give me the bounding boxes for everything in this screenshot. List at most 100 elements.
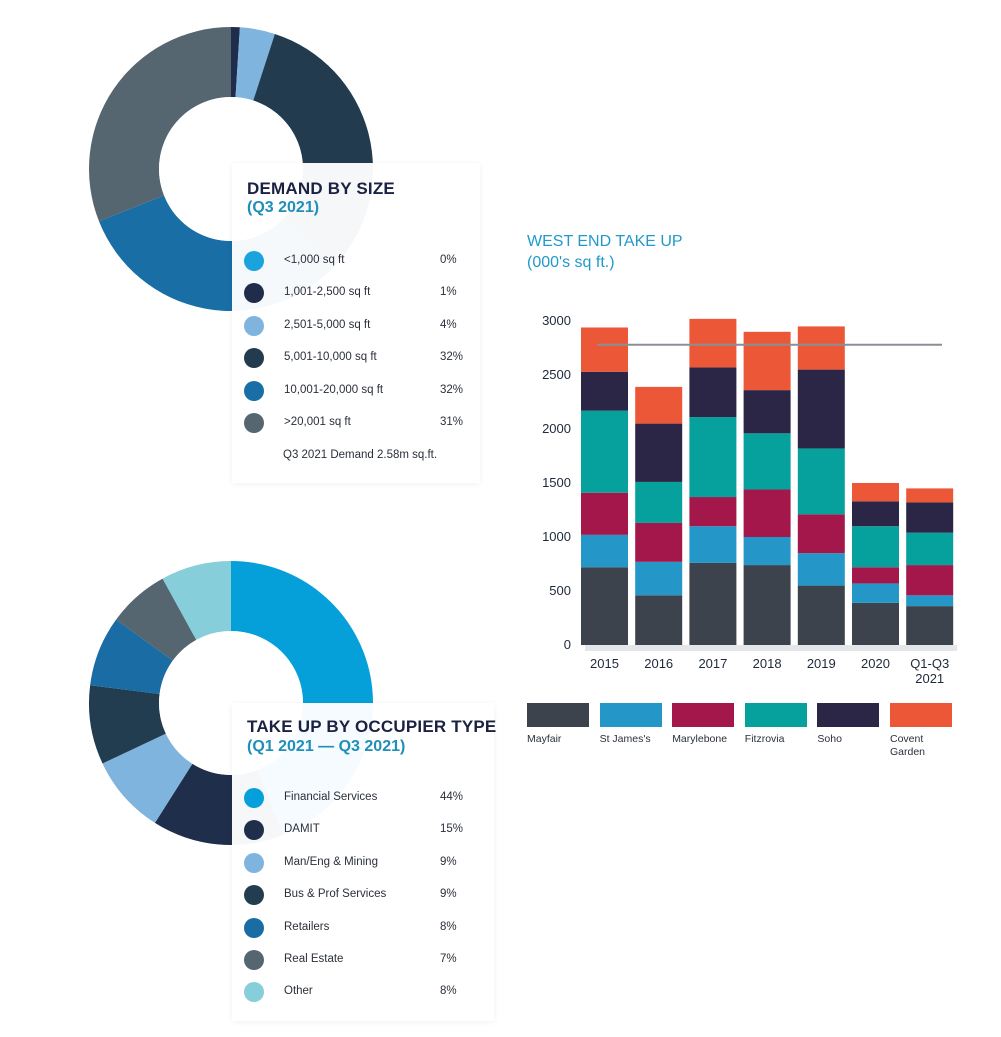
demand-legend-item: >20,001 sq ft 31% xyxy=(244,412,484,445)
bar-segment-marylebone xyxy=(852,567,899,584)
y-tick-label: 2000 xyxy=(542,421,571,436)
y-tick-label: 1000 xyxy=(542,529,571,544)
bar-segment-soho xyxy=(635,423,683,482)
west-end-title: WEST END TAKE UP (000's sq ft.) xyxy=(527,231,683,273)
take-up-panel xyxy=(232,703,494,1021)
legend-swatch xyxy=(672,703,735,727)
occupier-legend-item: Retailers 8% xyxy=(244,917,484,950)
demand-legend-swatch xyxy=(244,251,264,271)
demand-legend-label: 5,001-10,000 sq ft xyxy=(284,351,377,364)
demand-by-size-subtitle: (Q3 2021) xyxy=(247,199,320,216)
demand-legend-value: 4% xyxy=(440,318,457,331)
demand-legend-label: <1,000 sq ft xyxy=(284,254,345,266)
occupier-legend-item: Other 8% xyxy=(244,982,484,1014)
occupier-legend-swatch xyxy=(244,917,264,938)
demand-slice-1-001-2-500-sq-ft xyxy=(231,27,240,98)
occupier-legend-label: Financial Services xyxy=(284,791,378,803)
bar-segment-st-james-s xyxy=(743,537,791,566)
x-tick-label: Q1-Q3 xyxy=(910,656,949,671)
occupier-legend-label: Bus & Prof Services xyxy=(284,888,387,901)
west-end-title-line2: (000's sq ft.) xyxy=(527,254,615,271)
legend-item-st-james-s: St James's xyxy=(599,703,666,746)
legend-item-marylebone: Marylebone xyxy=(672,703,738,746)
y-tick-label: 3000 xyxy=(542,313,571,328)
bar-segment-marylebone xyxy=(689,497,737,527)
occupier-legend-swatch xyxy=(244,885,264,906)
demand-legend-swatch xyxy=(244,412,264,433)
bar-segment-fitzrovia xyxy=(743,433,791,490)
y-tick-label: 2500 xyxy=(542,367,571,382)
legend-swatch xyxy=(890,703,952,727)
take-up-title: TAKE UP BY OCCUPIER TYPE xyxy=(247,717,497,736)
legend-swatch xyxy=(817,703,880,727)
occupier-legend-value: 8% xyxy=(440,920,457,933)
occupier-slice-bus-prof-services xyxy=(88,685,166,764)
bar-segment-st-james-s xyxy=(635,561,683,596)
bar-segment-marylebone xyxy=(797,514,845,554)
bar-segment-mayfair xyxy=(852,602,899,645)
x-tick-label: 2020 xyxy=(861,656,890,671)
occupier-legend-swatch xyxy=(244,820,264,841)
occupier-legend-value: 9% xyxy=(440,888,457,901)
demand-legend-label: 2,501-5,000 sq ft xyxy=(284,318,371,331)
bar-segment-fitzrovia xyxy=(689,417,737,498)
bar-segment-marylebone xyxy=(581,492,628,535)
demand-legend-label: >20,001 sq ft xyxy=(284,415,351,428)
occupier-legend-item: Real Estate 7% xyxy=(244,949,484,982)
occupier-legend-value: 44% xyxy=(440,791,464,803)
legend-label: Soho xyxy=(817,733,842,745)
bar-segment-fitzrovia xyxy=(906,532,954,566)
legend-label: Mayfair xyxy=(527,733,562,745)
bar-segment-soho xyxy=(797,369,845,449)
demand-legend-item: 10,001-20,000 sq ft 32% xyxy=(244,380,484,413)
occupier-slice-other xyxy=(162,561,231,640)
y-tick-label: 0 xyxy=(564,637,571,652)
occupier-legend-swatch xyxy=(244,949,264,970)
demand-by-size-legend: <1,000 sq ft 0% 1,001-2,500 sq ft 1% 2,501-5… xyxy=(244,251,484,445)
bar-segment-mayfair xyxy=(581,567,628,645)
bar-segment-st-james-s xyxy=(906,595,954,607)
demand-legend-item: 2,501-5,000 sq ft 4% xyxy=(244,315,484,348)
bar-segment-soho xyxy=(689,367,737,418)
bar-segment-fitzrovia xyxy=(852,526,899,568)
demand-by-size-panel xyxy=(232,163,480,483)
occupier-legend-label: Retailers xyxy=(284,920,330,933)
take-up-legend: Financial Services 44% DAMIT 15% Man/Eng & M… xyxy=(244,788,484,1015)
west-end-title-line1: WEST END TAKE UP xyxy=(527,233,683,250)
bar-segment-soho xyxy=(581,371,628,411)
occupier-legend-swatch xyxy=(244,982,264,1003)
x-tick-label: 2016 xyxy=(644,656,673,671)
occupier-legend-value: 8% xyxy=(440,985,457,998)
legend-label: Covent Garden xyxy=(890,733,926,758)
legend-item-fitzrovia: Fitzrovia xyxy=(744,703,811,746)
bar-segment-marylebone xyxy=(906,565,954,596)
occupier-legend-label: Man/Eng & Mining xyxy=(284,855,378,868)
occupier-slice-man-eng-mining xyxy=(102,733,193,823)
occupier-legend-item: Bus & Prof Services 9% xyxy=(244,885,484,917)
demand-legend-value: 1% xyxy=(440,286,457,299)
demand-legend-swatch xyxy=(244,283,264,304)
occupier-legend-swatch xyxy=(244,852,264,873)
occupier-legend-value: 15% xyxy=(440,823,464,836)
demand-slice-20-001-sq-ft xyxy=(88,27,231,222)
bar-segment-soho xyxy=(906,502,954,533)
demand-legend-value: 32% xyxy=(440,383,464,396)
legend-item-mayfair: Mayfair xyxy=(527,703,593,746)
bar-segment-fitzrovia xyxy=(797,448,845,515)
demand-by-size-title: DEMAND BY SIZE xyxy=(247,179,395,198)
demand-legend-label: 1,001-2,500 sq ft xyxy=(284,286,371,299)
demand-legend-value: 31% xyxy=(440,415,464,428)
demand-legend-swatch xyxy=(244,315,264,336)
demand-legend-swatch xyxy=(244,380,264,401)
demand-legend-item: 1,001-2,500 sq ft 1% xyxy=(244,283,484,315)
bar-segment-st-james-s xyxy=(689,526,737,563)
demand-legend-value: 0% xyxy=(440,254,457,266)
occupier-legend-label: Real Estate xyxy=(284,952,344,965)
legend-label: Fitzrovia xyxy=(744,733,785,745)
legend-swatch xyxy=(599,703,662,727)
bar-segment-covent-garden xyxy=(852,483,899,502)
occupier-slice-real-estate xyxy=(116,578,197,661)
bar-segment-st-james-s xyxy=(797,553,845,586)
bar-segment-soho xyxy=(852,501,899,527)
occupier-legend-item: Man/Eng & Mining 9% xyxy=(244,852,484,885)
